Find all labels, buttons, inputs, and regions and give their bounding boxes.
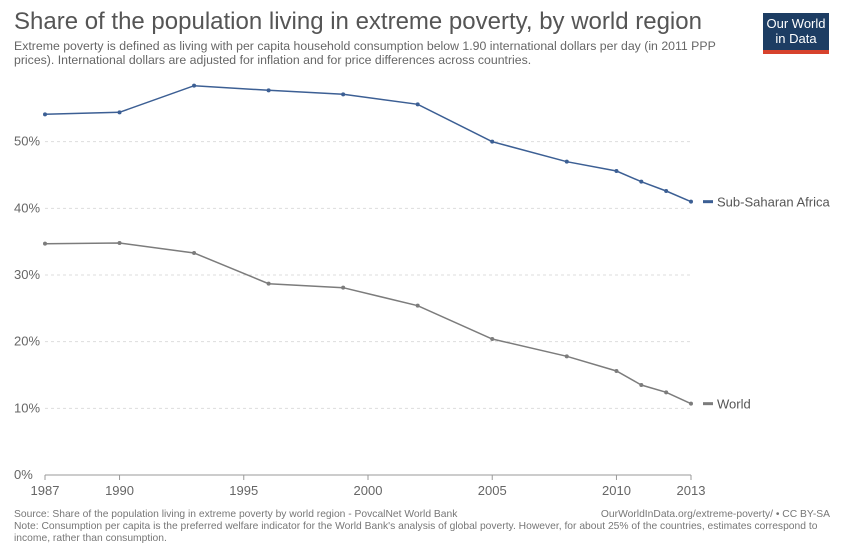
data-point[interactable] [564,354,569,359]
footer-note: Note: Consumption per capita is the pref… [14,521,818,544]
logo-line-2: in Data [775,31,817,46]
data-point[interactable] [614,369,619,373]
footer-source-row: Source: Share of the population living i… [14,509,830,521]
data-point[interactable] [614,169,619,173]
data-point[interactable] [43,241,47,246]
data-point[interactable] [639,383,644,387]
data-point[interactable] [639,179,644,184]
series-line[interactable] [44,84,692,203]
logo-line-1: Our World [766,16,826,31]
data-point[interactable] [490,337,495,341]
data-point[interactable] [415,102,420,107]
series-label[interactable]: World [717,397,751,412]
x-tick-label: 1995 [229,483,258,498]
series-line[interactable] [44,242,692,405]
data-point[interactable] [664,189,669,193]
source-url[interactable]: OurWorldInData.org/extreme-poverty/ • CC… [600,509,830,520]
x-tick-label: 2010 [602,483,631,498]
y-tick-label: 0% [14,467,33,482]
data-point[interactable] [117,241,122,245]
chart-title: Share of the population living in extrem… [14,8,702,35]
data-point[interactable] [689,199,693,204]
x-tick-label: 1990 [105,483,134,498]
data-point[interactable] [192,83,197,88]
y-tick-label: 30% [14,267,40,282]
y-tick-label: 40% [14,200,40,215]
data-point[interactable] [341,92,346,97]
x-tick-label: 2000 [354,483,383,498]
data-point[interactable] [490,139,495,144]
owid-logo[interactable]: Our World in Data [763,13,829,54]
data-point[interactable] [415,303,420,308]
chart-subtitle: Extreme poverty is defined as living wit… [14,39,716,67]
y-tick-label: 50% [14,134,40,149]
data-point[interactable] [266,88,271,93]
data-point[interactable] [664,390,669,395]
x-tick-label: 2005 [478,483,507,498]
source-text: Source: Share of the population living i… [14,509,458,520]
x-tick-label: 1987 [31,483,60,498]
data-point[interactable] [689,401,693,406]
y-tick-label: 20% [14,334,40,349]
data-point[interactable] [341,285,346,290]
y-tick-label: 10% [14,400,40,415]
data-point[interactable] [266,281,271,286]
x-tick-label: 2013 [677,483,706,498]
data-point[interactable] [564,159,569,164]
series-label[interactable]: Sub-Saharan Africa [717,195,831,210]
data-point[interactable] [192,251,197,255]
data-point[interactable] [117,110,122,115]
data-point[interactable] [43,112,47,117]
